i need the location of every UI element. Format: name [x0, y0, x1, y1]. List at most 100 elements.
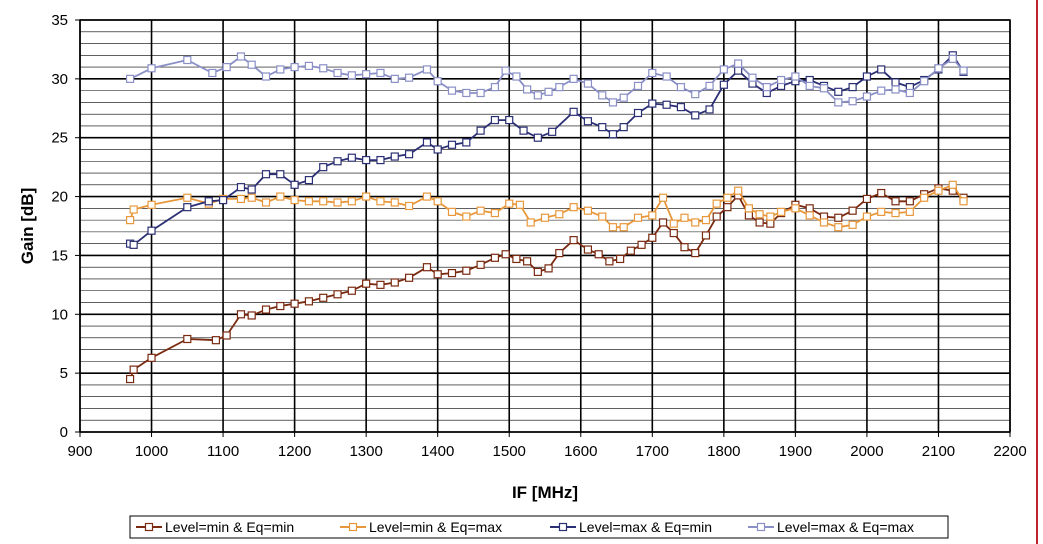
legend-box — [129, 515, 949, 539]
data-point — [616, 254, 625, 264]
data-point — [598, 212, 607, 221]
data-point — [304, 61, 314, 71]
data-point — [147, 226, 156, 235]
data-point — [276, 192, 285, 201]
series-layer — [125, 51, 968, 384]
data-point — [626, 246, 635, 255]
data-point — [848, 220, 857, 229]
data-point — [333, 198, 342, 207]
series-2 — [125, 180, 968, 232]
data-point — [744, 204, 753, 213]
data-point — [523, 85, 532, 94]
data-point — [658, 218, 668, 227]
data-point — [147, 200, 156, 209]
data-point — [505, 115, 514, 125]
data-point — [376, 68, 385, 78]
data-point — [637, 240, 646, 249]
data-point — [476, 206, 485, 215]
data-point — [125, 216, 135, 225]
data-point — [333, 157, 342, 166]
data-point — [125, 374, 135, 384]
data-point — [512, 254, 521, 264]
data-point — [544, 264, 553, 273]
data-point — [347, 153, 356, 162]
data-point — [505, 199, 514, 208]
data-point — [319, 163, 328, 172]
data-point — [834, 223, 843, 232]
data-point — [347, 197, 356, 206]
x-tick-label: 1900 — [779, 443, 812, 460]
data-point — [755, 210, 764, 219]
data-point — [533, 133, 542, 142]
data-point — [805, 204, 814, 213]
data-point — [719, 80, 728, 89]
data-point — [877, 188, 886, 198]
data-point — [362, 192, 371, 201]
y-tick-label: 30 — [51, 71, 68, 88]
data-point — [319, 197, 328, 206]
data-point — [648, 68, 657, 78]
data-point — [905, 88, 914, 98]
data-point — [276, 170, 285, 179]
data-point — [719, 65, 728, 74]
data-point — [290, 299, 299, 308]
data-point — [877, 86, 886, 95]
y-tick-label: 0 — [60, 424, 68, 441]
data-point — [705, 81, 714, 91]
data-point — [422, 65, 432, 74]
data-point — [676, 103, 686, 112]
data-point — [501, 250, 510, 259]
data-point — [247, 311, 256, 320]
data-point — [891, 208, 900, 218]
data-point — [540, 213, 550, 222]
data-point — [862, 212, 872, 221]
data-point — [333, 68, 342, 78]
data-point — [766, 212, 775, 221]
x-tick-label: 1100 — [207, 443, 239, 460]
data-point — [276, 65, 285, 74]
data-point — [877, 207, 886, 216]
data-point — [569, 203, 578, 212]
data-point — [701, 216, 711, 225]
data-point — [447, 86, 457, 95]
data-point — [490, 253, 500, 262]
x-tick-label: 1400 — [421, 443, 454, 460]
y-tick-label: 20 — [51, 189, 68, 206]
legend-swatch-marker — [348, 522, 358, 532]
data-point — [862, 194, 872, 204]
data-point — [376, 280, 385, 289]
data-point — [376, 155, 385, 165]
data-point — [247, 185, 256, 194]
data-point — [462, 88, 471, 98]
x-axis-title: IF [MHz] — [512, 483, 578, 502]
data-point — [662, 100, 671, 109]
data-point — [791, 72, 800, 81]
legend-entry-label: Level=max & Eq=min — [579, 519, 712, 535]
data-point — [633, 81, 643, 91]
data-point — [648, 99, 657, 108]
data-point — [125, 74, 135, 83]
data-point — [222, 62, 231, 72]
data-point — [476, 126, 485, 135]
data-point — [605, 257, 614, 266]
data-point — [512, 72, 521, 81]
x-tick-label: 900 — [67, 443, 92, 460]
data-point — [519, 126, 528, 135]
data-point — [819, 218, 829, 227]
data-point — [658, 193, 668, 202]
grid — [79, 19, 1011, 433]
y-tick-label: 15 — [51, 247, 68, 264]
data-point — [390, 152, 399, 161]
data-point — [834, 98, 843, 107]
data-point — [959, 197, 968, 206]
data-point — [390, 74, 399, 83]
data-point — [934, 186, 943, 195]
data-point — [304, 175, 314, 185]
data-point — [261, 198, 271, 207]
data-point — [290, 62, 299, 72]
data-point — [669, 228, 678, 238]
data-point — [261, 170, 271, 179]
y-tick-label: 25 — [51, 130, 68, 147]
data-point — [848, 97, 857, 106]
data-point — [404, 150, 414, 159]
